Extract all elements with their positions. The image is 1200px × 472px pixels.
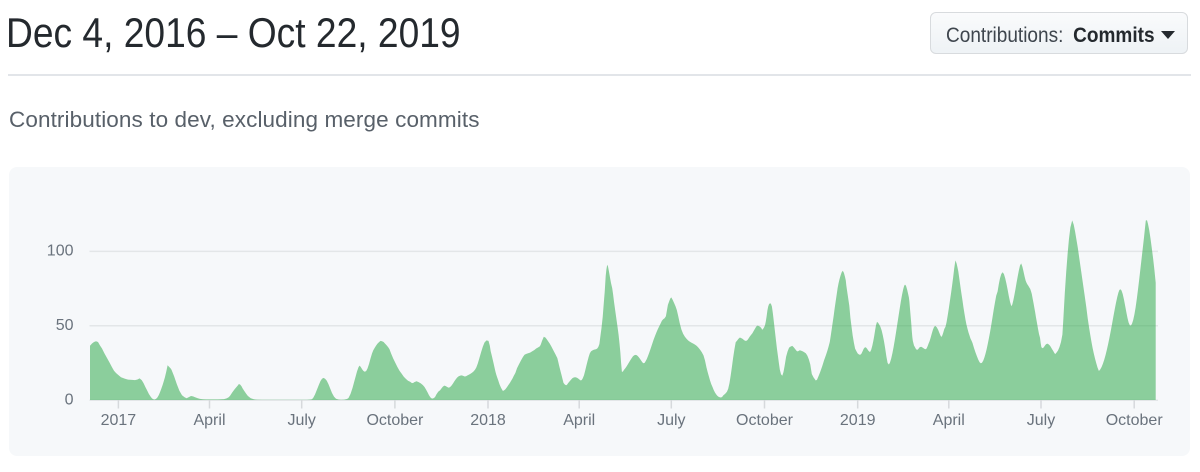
svg-text:April: April bbox=[933, 412, 965, 429]
svg-text:50: 50 bbox=[56, 317, 74, 334]
svg-text:2018: 2018 bbox=[470, 412, 506, 429]
svg-text:April: April bbox=[193, 412, 225, 429]
svg-text:2017: 2017 bbox=[101, 412, 137, 429]
svg-text:July: July bbox=[657, 412, 685, 429]
svg-text:April: April bbox=[563, 412, 595, 429]
svg-text:100: 100 bbox=[47, 243, 74, 260]
svg-text:July: July bbox=[287, 412, 315, 429]
svg-text:October: October bbox=[1106, 412, 1164, 429]
svg-text:October: October bbox=[366, 412, 424, 429]
svg-text:July: July bbox=[1027, 412, 1055, 429]
svg-text:0: 0 bbox=[65, 391, 74, 408]
svg-text:October: October bbox=[736, 412, 794, 429]
svg-text:2019: 2019 bbox=[840, 412, 876, 429]
